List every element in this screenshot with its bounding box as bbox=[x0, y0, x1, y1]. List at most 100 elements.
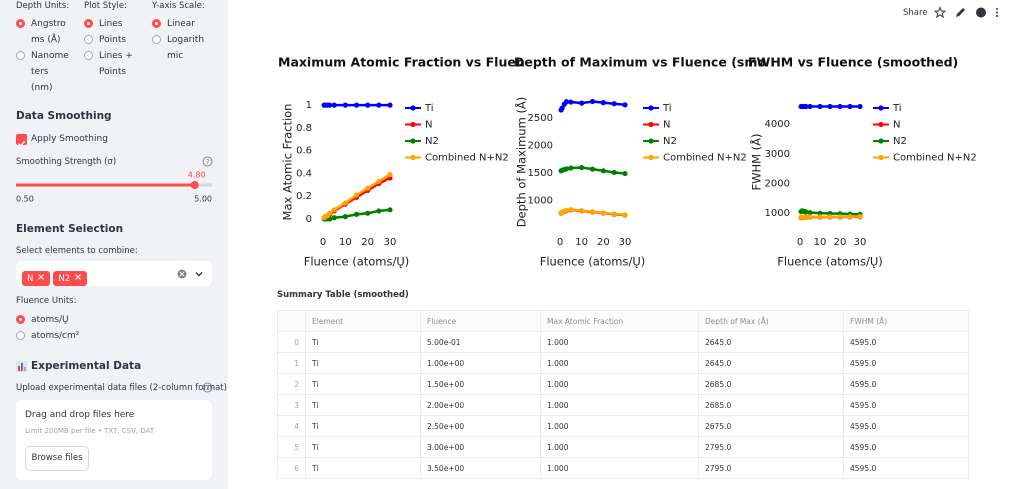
radio-label: Y-axis Scale: bbox=[152, 1, 205, 11]
share-button[interactable]: Share bbox=[903, 8, 928, 18]
radio-option[interactable]: atoms/cm² bbox=[16, 328, 151, 344]
radio-option[interactable]: Linear bbox=[152, 16, 207, 32]
chart-icon bbox=[16, 361, 27, 372]
section-header: Experimental Data bbox=[31, 360, 142, 372]
y-tick-label: 0.4 bbox=[296, 168, 312, 179]
y-tick-label: 0.2 bbox=[296, 191, 312, 202]
table-row: 6 Ti 3.50e+00 1.000 2795.0 4595.0 bbox=[277, 457, 969, 479]
data-point bbox=[837, 214, 843, 220]
table-cell: 1.00e+00 bbox=[420, 352, 541, 374]
slider[interactable]: 4.80 0.50 5.00 bbox=[0, 168, 228, 208]
checkbox-label: Apply Smoothing bbox=[31, 134, 108, 144]
legend-label: Combined N+N2 bbox=[893, 153, 977, 164]
dropzone[interactable]: Drag and drop files here Limit 200MB per… bbox=[16, 400, 212, 480]
data-point bbox=[376, 178, 382, 184]
chip[interactable]: N bbox=[22, 271, 51, 286]
multiselect[interactable]: N N2 bbox=[16, 261, 212, 286]
table-cell: Ti bbox=[305, 457, 421, 479]
slider-value: 4.80 bbox=[188, 171, 206, 180]
chip-list: N N2 bbox=[22, 266, 90, 286]
radio-option[interactable]: Lines + Points bbox=[84, 48, 139, 80]
data-point bbox=[600, 210, 606, 216]
table-row: 3 Ti 2.00e+00 1.000 2685.0 4595.0 bbox=[277, 394, 969, 416]
legend-label: N bbox=[663, 120, 670, 131]
charts: Maximum Atomic Fraction vs Fluen 0 0.2 0.4 0… bbox=[278, 55, 977, 269]
chip-remove[interactable] bbox=[37, 273, 45, 281]
table-row: 5 Ti 3.00e+00 1.000 2795.0 4595.0 bbox=[277, 436, 969, 458]
radio-dot bbox=[152, 35, 161, 44]
radio-option[interactable]: Points bbox=[84, 32, 139, 48]
radio-text: Linear bbox=[167, 19, 195, 29]
y-tick-label: 0.8 bbox=[296, 123, 312, 134]
table-row: 0 Ti 5.00e-01 1.000 2645.0 4595.0 bbox=[277, 331, 969, 353]
data-point bbox=[365, 210, 371, 216]
data-point bbox=[563, 99, 570, 105]
radio-option[interactable]: Logarithmic bbox=[152, 32, 207, 64]
x-axis-label: Fluence (atoms/Ų) bbox=[304, 255, 410, 269]
radio-text: atoms/Ų bbox=[31, 315, 69, 325]
dropzone-title: Drag and drop files here bbox=[25, 410, 135, 420]
edit-icon[interactable] bbox=[956, 8, 965, 17]
multiselect-label: Select elements to combine: bbox=[16, 246, 138, 256]
data-point bbox=[342, 200, 348, 206]
chip-text: N2 bbox=[58, 274, 71, 284]
legend-marker bbox=[410, 105, 416, 111]
radio-text: Points bbox=[99, 35, 127, 45]
radio-dot bbox=[16, 331, 25, 340]
help-icon[interactable]: ? bbox=[202, 382, 213, 393]
column-header: Fluence bbox=[420, 310, 541, 332]
github-icon[interactable] bbox=[976, 7, 986, 18]
table-cell: 1.000 bbox=[540, 352, 699, 374]
radio-dot bbox=[16, 51, 25, 60]
legend-marker bbox=[648, 154, 654, 161]
table-cell: 4595.0 bbox=[843, 331, 969, 353]
column-header: Element bbox=[305, 310, 421, 332]
table-cell: Ti bbox=[305, 373, 421, 395]
table-cell: 2795.0 bbox=[698, 436, 844, 458]
menu-icon[interactable] bbox=[996, 8, 998, 10]
data-point bbox=[827, 214, 833, 220]
legend-marker bbox=[648, 105, 654, 111]
data-point bbox=[857, 103, 863, 110]
legend-marker bbox=[648, 138, 654, 144]
legend-label: N2 bbox=[425, 136, 439, 147]
help-icon[interactable]: ? bbox=[202, 156, 213, 167]
chart-title: FWHM vs Fluence (smoothed) bbox=[748, 55, 958, 70]
table-cell: 5.00e-01 bbox=[420, 331, 541, 353]
y-tick-label: 0 bbox=[306, 214, 312, 225]
radio-text: atoms/cm² bbox=[31, 331, 80, 341]
y-axis-label: Depth of Maximum (Å) bbox=[514, 97, 529, 228]
browse-button[interactable]: Browse files bbox=[25, 446, 89, 471]
y-tick-label: 1000 bbox=[528, 196, 553, 207]
table-cell: 4595.0 bbox=[843, 457, 969, 479]
radio-option[interactable]: Nanometers (nm) bbox=[16, 48, 71, 96]
legend-label: Combined N+N2 bbox=[425, 153, 509, 164]
data-point bbox=[847, 103, 853, 110]
radio-option[interactable]: atoms/Ų bbox=[16, 312, 151, 328]
legend-label: Combined N+N2 bbox=[663, 153, 747, 164]
chip-remove[interactable] bbox=[74, 273, 82, 281]
row-index: 5 bbox=[277, 436, 306, 458]
y-tick-label: 0.6 bbox=[296, 146, 312, 157]
table-row: 1 Ti 1.00e+00 1.000 2645.0 4595.0 bbox=[277, 352, 969, 374]
x-axis-label: Fluence (atoms/Ų) bbox=[540, 255, 646, 269]
data-point bbox=[327, 102, 333, 108]
row-index: 3 bbox=[277, 394, 306, 416]
data-point bbox=[568, 165, 574, 171]
radio-text: Logarithmic bbox=[167, 35, 205, 61]
x-tick-label: 30 bbox=[854, 237, 867, 248]
checkbox[interactable] bbox=[16, 134, 27, 147]
table-cell: Ti bbox=[305, 352, 421, 374]
star-icon[interactable] bbox=[934, 6, 947, 19]
column-header: Max Atomic Fraction bbox=[540, 310, 699, 332]
data-point bbox=[579, 100, 585, 106]
chip[interactable]: N2 bbox=[53, 271, 88, 286]
legend-label: N2 bbox=[893, 136, 907, 147]
radio-dot bbox=[84, 35, 93, 44]
table-cell: 1.000 bbox=[540, 373, 699, 395]
radio-option[interactable]: Lines bbox=[84, 16, 139, 32]
data-point bbox=[579, 164, 585, 171]
data-point bbox=[365, 102, 371, 108]
radio-option[interactable]: Angstroms (Å) bbox=[16, 16, 71, 48]
table-cell: Ti bbox=[305, 394, 421, 416]
